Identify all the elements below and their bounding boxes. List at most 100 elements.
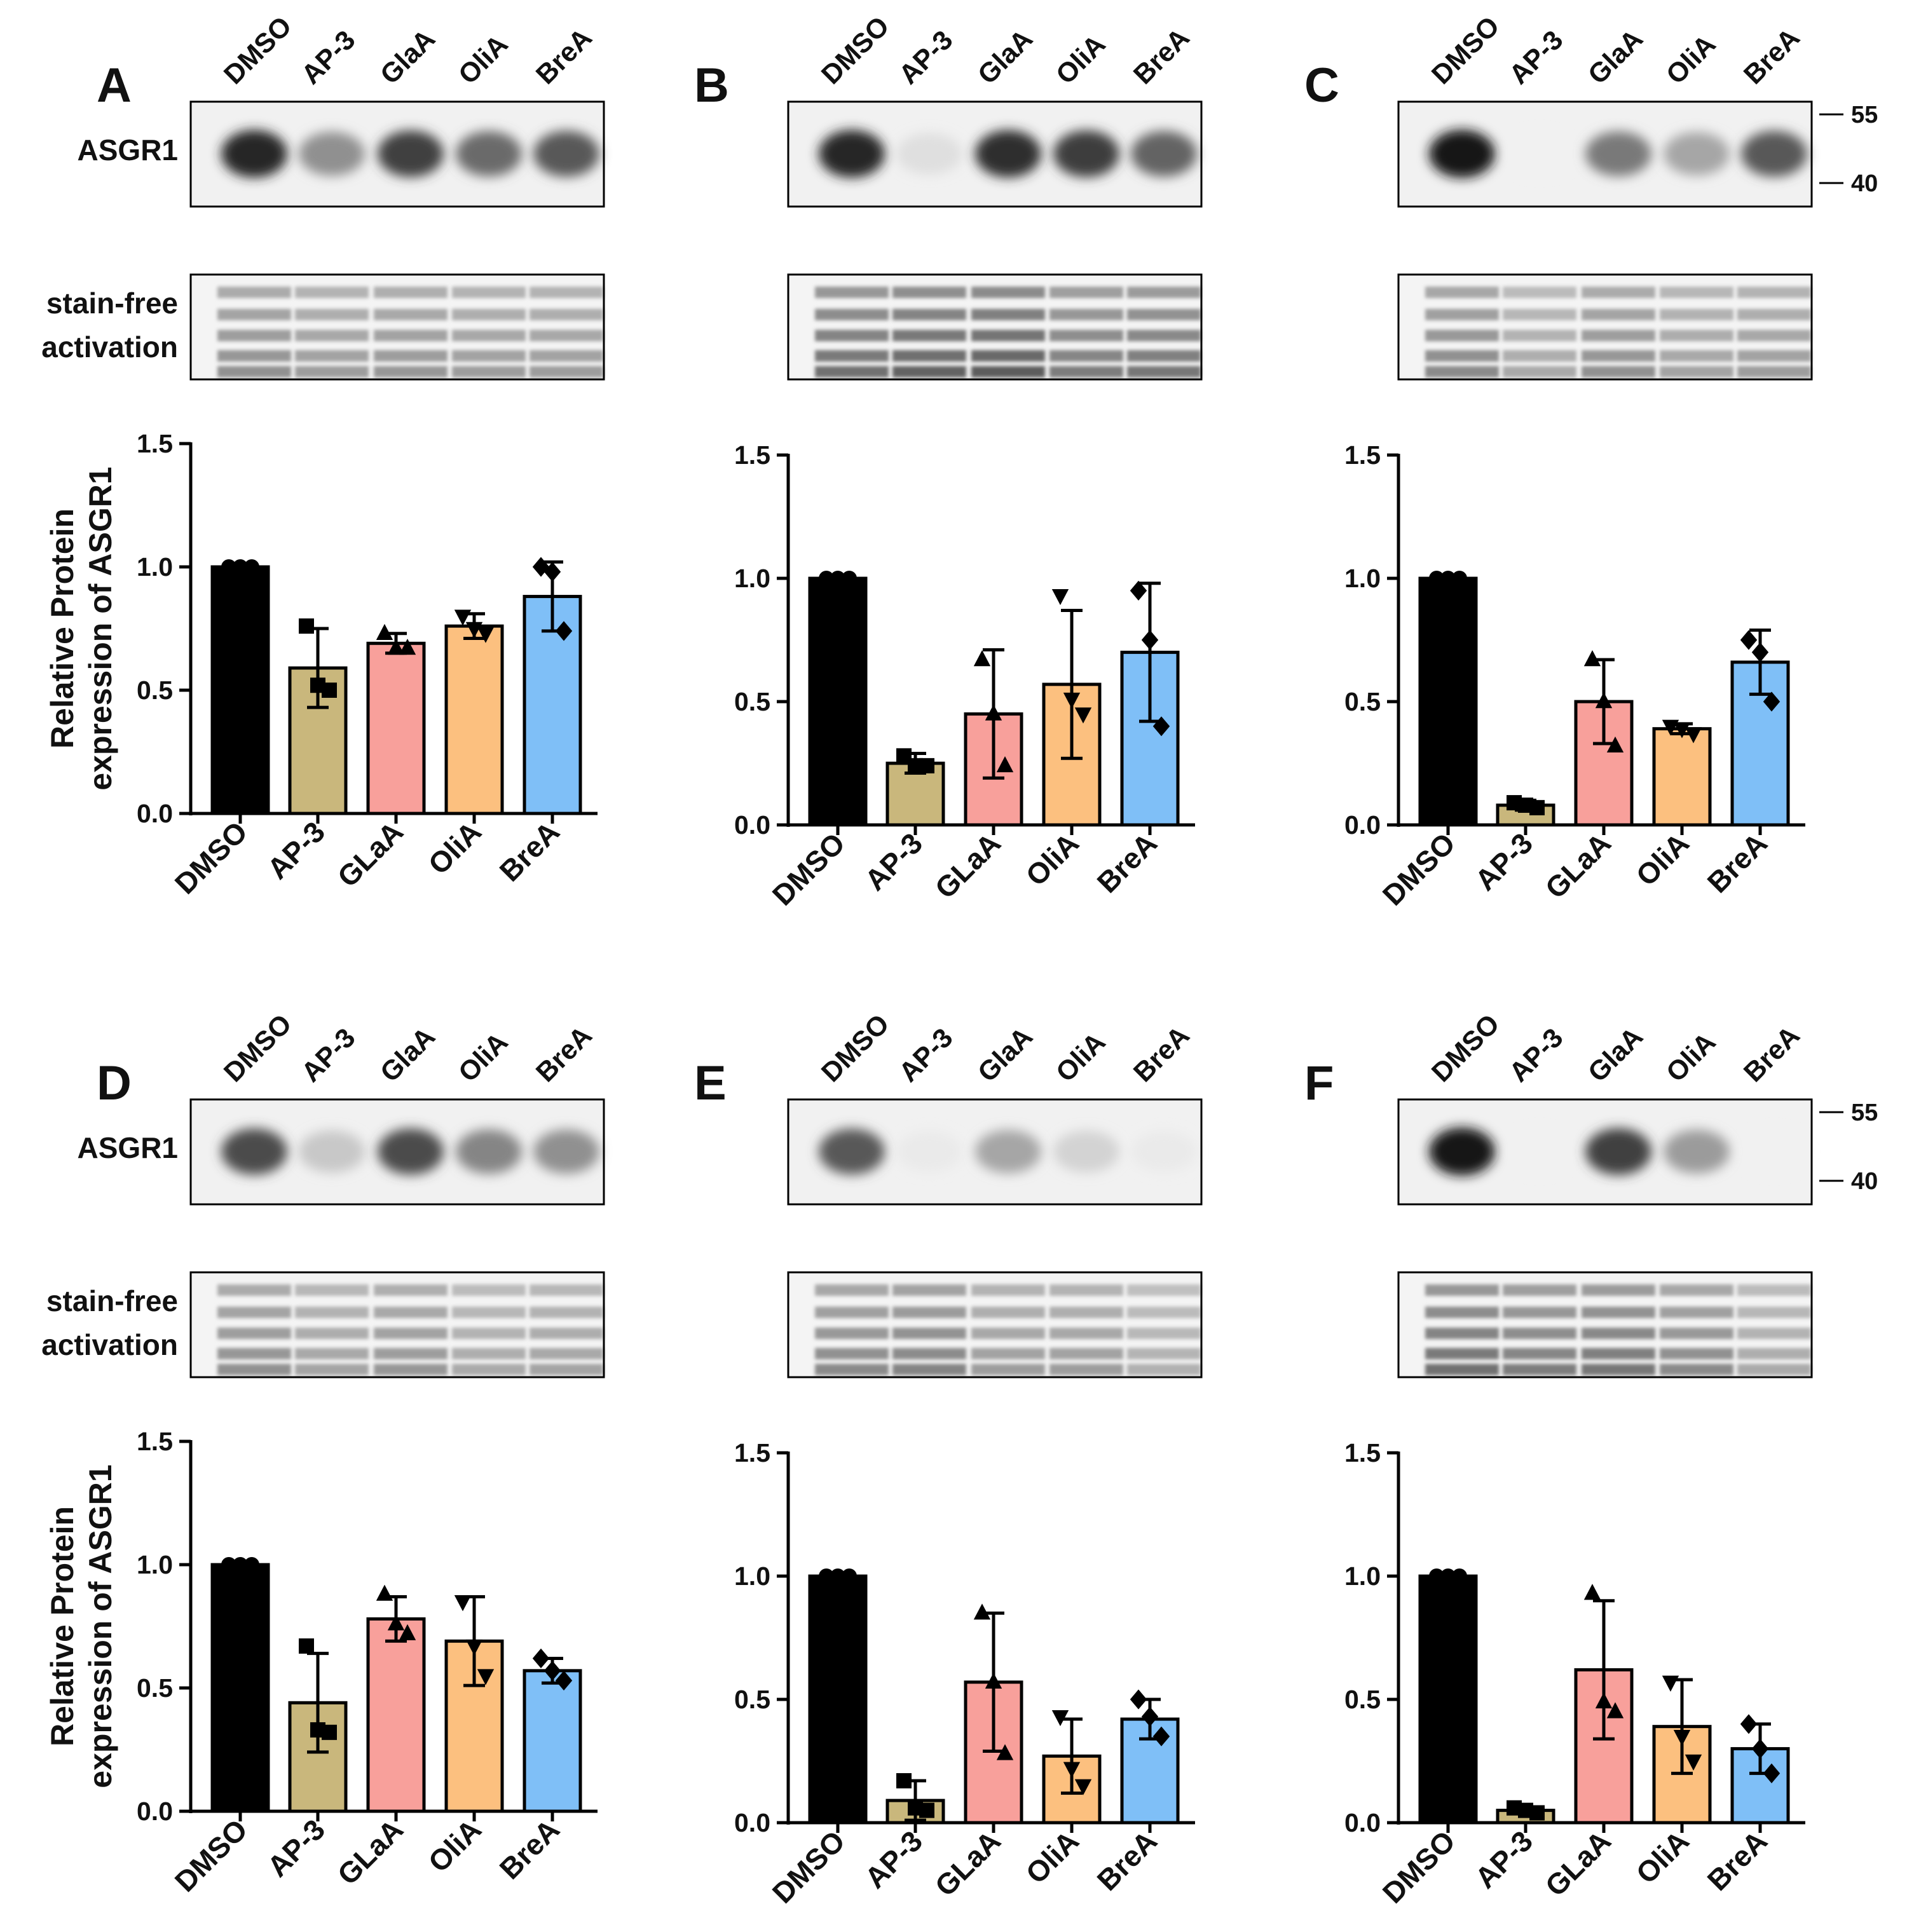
band-brea — [1741, 1131, 1807, 1173]
data-point-ap-3 — [299, 618, 314, 634]
lane-label-glaa: GlaA — [374, 24, 441, 90]
loading-band-ap-3 — [295, 1364, 369, 1375]
data-point-dmso — [233, 1557, 248, 1572]
loading-control-blot — [1397, 1271, 1813, 1378]
x-category-label-ap-3: AP-3 — [1468, 1824, 1539, 1895]
data-point-olia — [1051, 1710, 1069, 1727]
lane-label-dmso: DMSO — [1426, 11, 1505, 90]
loading-band-brea — [530, 366, 603, 378]
loading-control-blot — [189, 273, 605, 381]
loading-band-olia — [452, 1307, 526, 1318]
blot-frame — [1397, 1098, 1813, 1206]
data-point-brea — [1740, 1714, 1758, 1734]
lane-label-dmso: DMSO — [218, 1009, 297, 1088]
band-glaa — [378, 130, 444, 177]
lane-label-olia: OliA — [1050, 29, 1111, 90]
loading-band-ap-3 — [892, 287, 966, 298]
loading-band-ap-3 — [1503, 1348, 1576, 1359]
lane-label-dmso: DMSO — [816, 11, 895, 90]
loading-band-glaa — [971, 366, 1045, 378]
loading-band-glaa — [374, 1364, 448, 1375]
y-axis-label-line1: Relative Protein — [44, 508, 80, 749]
loading-band-brea — [530, 330, 603, 341]
loading-band-dmso — [815, 1328, 889, 1339]
loading-row-label-1: stain-free — [46, 1284, 178, 1317]
data-point-olia — [1074, 707, 1092, 724]
bar-brea — [523, 1669, 582, 1813]
loading-band-glaa — [374, 350, 448, 362]
data-point-olia — [465, 622, 483, 638]
bar-glaa — [366, 1617, 426, 1813]
data-point-brea — [532, 1648, 550, 1669]
loading-band-brea — [1737, 350, 1811, 362]
y-tick-label: 0.0 — [137, 799, 173, 828]
loading-band-glaa — [971, 1307, 1045, 1318]
loading-band-ap-3 — [295, 1328, 369, 1339]
band-brea — [533, 130, 599, 177]
loading-band-glaa — [1582, 1307, 1655, 1318]
data-point-dmso — [244, 1557, 259, 1572]
x-category-label-brea: BreA — [493, 1813, 566, 1886]
loading-band-ap-3 — [892, 1284, 966, 1296]
data-point-dmso — [221, 1557, 236, 1572]
loading-band-olia — [1660, 287, 1733, 298]
bar-dmso — [210, 565, 270, 815]
loading-band-glaa — [971, 287, 1045, 298]
loading-band-dmso — [217, 287, 291, 298]
loading-band-brea — [1127, 1348, 1201, 1359]
lane-label-olia: OliA — [453, 1027, 514, 1088]
loading-band-olia — [1660, 1328, 1733, 1339]
loading-band-glaa — [374, 1328, 448, 1339]
loading-band-olia — [1660, 350, 1733, 362]
x-category-label-brea: BreA — [1701, 826, 1774, 899]
data-point-brea — [543, 562, 561, 582]
loading-band-dmso — [1425, 1348, 1499, 1359]
loading-band-glaa — [374, 1284, 448, 1296]
data-point-brea — [1141, 630, 1159, 650]
data-point-glaa — [387, 1614, 405, 1631]
y-tick-label: 1.5 — [137, 429, 173, 458]
loading-band-ap-3 — [1503, 1364, 1576, 1375]
data-point-dmso — [819, 1568, 834, 1584]
band-dmso — [221, 130, 287, 178]
lane-label-ap-3: AP-3 — [1503, 1023, 1569, 1088]
lane-label-olia: OliA — [453, 29, 514, 90]
loading-band-glaa — [1582, 1284, 1655, 1296]
x-category-label-dmso: DMSO — [168, 815, 254, 900]
data-point-olia — [1063, 1762, 1081, 1778]
band-brea — [1741, 130, 1807, 177]
y-tick-label: 1.0 — [137, 1550, 173, 1579]
x-category-label-glaa: GLaA — [331, 815, 410, 894]
loading-band-brea — [1127, 1364, 1201, 1375]
loading-band-brea — [1127, 1307, 1201, 1318]
western-blot — [787, 1098, 1203, 1206]
x-category-label-olia: OliA — [1629, 826, 1695, 892]
data-point-brea — [555, 621, 573, 641]
loading-band-dmso — [815, 1348, 889, 1359]
loading-band-dmso — [217, 1364, 291, 1375]
data-point-olia — [1051, 588, 1069, 606]
band-olia — [1053, 1131, 1119, 1173]
x-category-label-dmso: DMSO — [1376, 826, 1461, 911]
loading-band-dmso — [1425, 1284, 1499, 1296]
y-tick-label: 0.0 — [734, 810, 770, 840]
data-point-dmso — [1452, 571, 1467, 586]
blot-row-label: ASGR1 — [78, 1131, 178, 1164]
data-point-glaa — [1583, 650, 1601, 667]
y-tick-label: 0.0 — [734, 1808, 770, 1837]
y-tick-label: 0.5 — [1344, 687, 1381, 716]
mw-label-40: 40 — [1851, 1168, 1878, 1195]
loading-band-brea — [530, 1364, 603, 1375]
loading-band-olia — [1660, 366, 1733, 378]
loading-band-glaa — [1582, 1364, 1655, 1375]
data-point-glaa — [973, 1603, 991, 1620]
loading-band-olia — [1660, 309, 1733, 320]
loading-band-glaa — [1582, 309, 1655, 320]
data-point-olia — [465, 1639, 483, 1656]
loading-band-brea — [1127, 287, 1201, 298]
loading-band-olia — [1049, 1348, 1123, 1359]
y-tick-label: 1.0 — [1344, 564, 1381, 593]
loading-band-dmso — [815, 366, 889, 378]
